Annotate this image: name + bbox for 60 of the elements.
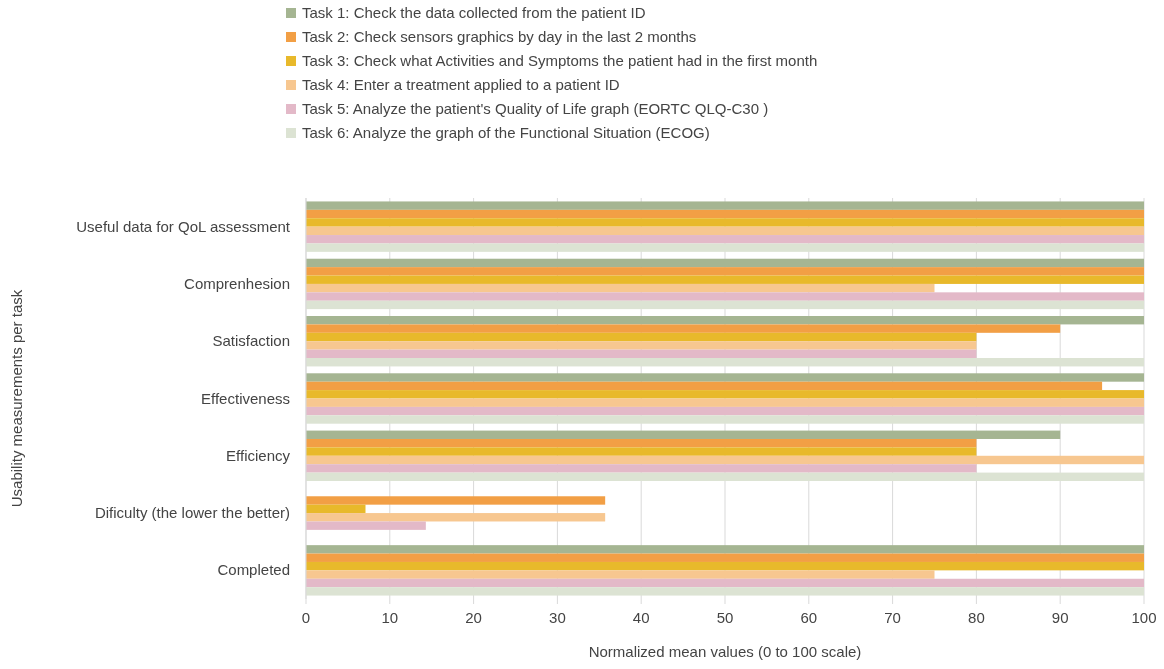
x-tick-label: 80	[968, 609, 985, 626]
bar	[306, 561, 1144, 571]
bar	[306, 455, 1144, 465]
x-axis-title: Normalized mean values (0 to 100 scale)	[588, 643, 862, 660]
x-tick-label: 10	[381, 609, 399, 626]
bar	[306, 570, 935, 579]
bar	[306, 438, 977, 448]
bar	[306, 258, 1144, 268]
bar	[306, 275, 1144, 284]
legend-label: Task 6: Analyze the graph of the Functional Situation (ECOG)	[302, 124, 710, 141]
x-tick-label: 60	[800, 609, 818, 626]
y-tick-label: Efficiency	[226, 446, 291, 464]
bar	[306, 513, 606, 522]
bar	[306, 406, 1144, 416]
legend-label: Task 1: Check the data collected from the patient ID	[302, 4, 646, 21]
legend-label: Task 3: Check what Activities and Symptoms the patient had in the first month	[302, 52, 818, 69]
bar	[306, 381, 1103, 391]
bar	[306, 373, 1144, 382]
bar	[306, 283, 935, 293]
x-tick-label: 0	[301, 609, 311, 626]
bar	[306, 430, 1061, 439]
bar	[306, 324, 1061, 333]
bar	[306, 504, 366, 514]
x-tick-label: 50	[716, 609, 734, 626]
legend-label: Task 5: Analyze the patient's Quality of Life graph (EORTC QLQ-C30 )	[302, 100, 769, 117]
x-tick-label: 90	[1051, 609, 1069, 626]
y-tick-label: Effectiveness	[201, 389, 290, 407]
x-tick-label: 40	[632, 609, 650, 626]
y-tick-label: Completed	[217, 561, 290, 579]
bar	[306, 553, 1144, 562]
bar	[306, 545, 1144, 554]
bar	[306, 496, 606, 505]
bar	[306, 398, 1144, 407]
x-tick-label: 20	[465, 609, 482, 626]
bar	[306, 349, 977, 359]
bar	[306, 464, 977, 473]
bar	[306, 201, 1144, 210]
legend-label: Task 4: Enter a treatment applied to a patient ID	[302, 76, 620, 93]
y-axis-title: Usability measurements per task	[8, 289, 25, 508]
y-tick-label: Comprenhesion	[184, 274, 290, 292]
bar	[306, 578, 1144, 588]
bar	[306, 341, 977, 350]
bar	[306, 332, 977, 342]
x-tick-label: 70	[884, 609, 901, 626]
bar	[306, 447, 977, 456]
legend-label: Task 2: Check sensors graphics by day in the last 2 months	[302, 28, 697, 45]
bar	[306, 521, 426, 530]
bar	[306, 226, 1144, 236]
bar	[306, 390, 1144, 399]
x-tick-label: 30	[549, 609, 566, 626]
y-tick-label: Useful data for QoL assessment	[76, 217, 291, 235]
y-tick-label: Satisfaction	[212, 332, 290, 350]
x-tick-label: 100	[1131, 609, 1157, 626]
bar	[306, 218, 1144, 227]
y-tick-label: Dificulty (the lower the better)	[94, 504, 290, 522]
bar	[306, 292, 1144, 301]
bar	[306, 235, 1144, 244]
bar	[306, 316, 1144, 325]
bar	[306, 209, 1144, 219]
bar	[306, 267, 1144, 276]
